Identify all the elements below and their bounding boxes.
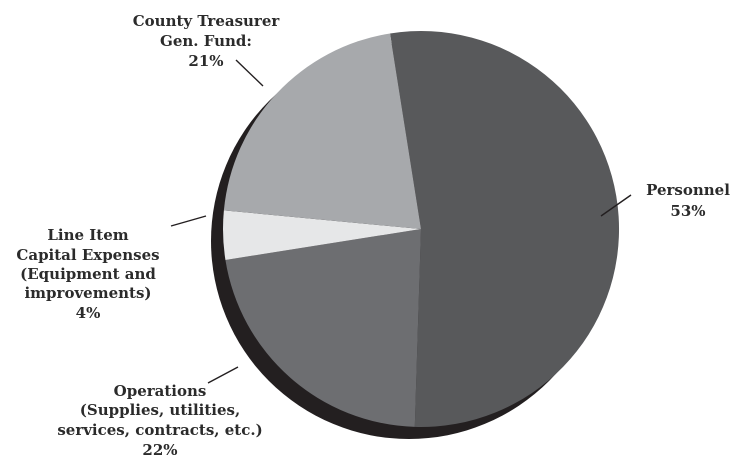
pie-slice-capital [223,210,421,260]
leader-line-treasurer [235,59,264,87]
slice-value-operations: 22% [142,441,177,459]
slice-label-operations: services, contracts, etc.) [57,421,262,439]
slice-label-operations: Operations [114,382,207,400]
slice-value-capital: 4% [76,304,101,322]
slice-label-operations: (Supplies, utilities, [80,401,240,419]
leader-line-capital [170,215,207,227]
slice-value-treasurer: 21% [188,52,223,70]
leader-line-personnel [600,194,632,217]
slice-label-capital: (Equipment and [20,265,156,283]
pie-slice-personnel [390,30,620,427]
pie-slice-operations [225,229,421,427]
pie-slice-treasurer [223,33,421,229]
slice-label-personnel: Personnel [646,181,730,199]
slice-label-treasurer: Gen. Fund: [160,32,252,50]
slice-value-personnel: 53% [670,202,705,220]
slice-label-capital: Line Item [47,226,128,244]
slice-label-capital: Capital Expenses [16,246,159,264]
leader-line-operations [207,366,239,384]
slice-label-capital: improvements) [24,284,151,302]
slice-label-treasurer: County Treasurer [133,12,281,30]
